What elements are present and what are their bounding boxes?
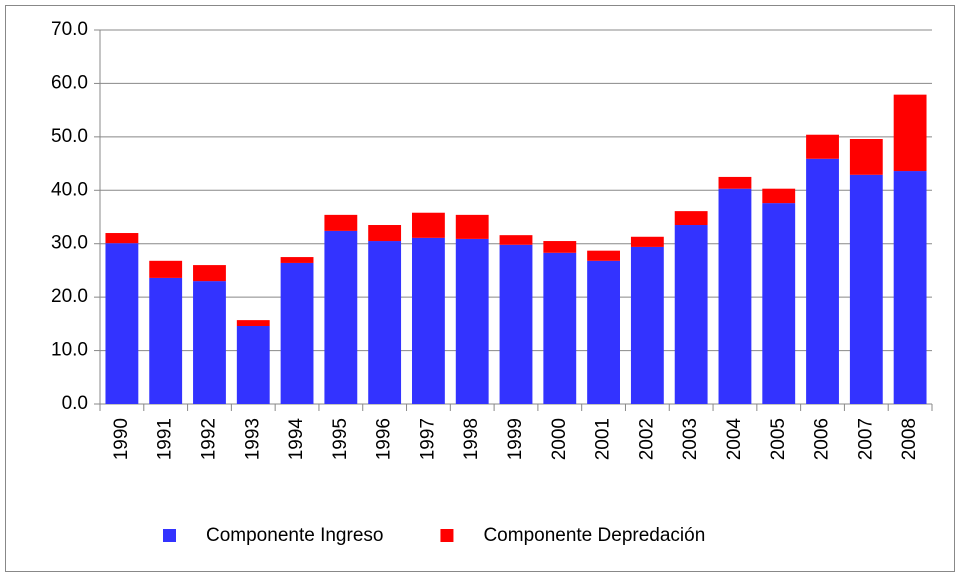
bar-segment bbox=[587, 250, 620, 261]
bar-segment bbox=[630, 246, 664, 404]
x-tick-label: 2001 bbox=[593, 418, 614, 460]
y-tick-label: 20.0 bbox=[51, 286, 88, 307]
bar-segment bbox=[718, 188, 752, 404]
bar-segment bbox=[499, 235, 533, 245]
x-tick-label: 2005 bbox=[768, 418, 789, 460]
bar-segment bbox=[149, 260, 183, 278]
y-tick-label: 40.0 bbox=[51, 179, 88, 200]
y-tick-label: 70.0 bbox=[51, 19, 88, 40]
x-tick-label: 2004 bbox=[724, 418, 745, 461]
bar-segment bbox=[280, 262, 314, 404]
bar-segment bbox=[455, 238, 489, 404]
bar-segment bbox=[280, 257, 314, 263]
y-tick-label: 30.0 bbox=[51, 233, 88, 254]
y-tick-label: 0.0 bbox=[62, 393, 88, 414]
bar-segment bbox=[236, 325, 270, 404]
bar-segment bbox=[893, 94, 927, 172]
y-tick-label: 60.0 bbox=[51, 72, 88, 93]
bar-segment bbox=[412, 212, 445, 238]
bar-segment bbox=[806, 158, 839, 404]
x-tick-label: 1995 bbox=[330, 418, 351, 460]
bar-segment bbox=[762, 203, 796, 404]
x-tick-label: 1997 bbox=[417, 418, 438, 460]
bar-segment bbox=[455, 214, 489, 239]
bar-segment bbox=[674, 211, 708, 226]
bar-segment bbox=[193, 281, 226, 404]
legend-swatch bbox=[440, 529, 454, 542]
bar-segment bbox=[718, 176, 752, 189]
bar-segment bbox=[149, 277, 183, 404]
bar-segment bbox=[762, 188, 796, 204]
bar-segment bbox=[499, 244, 533, 404]
bar-segment bbox=[587, 260, 620, 404]
bar-segment bbox=[368, 241, 402, 404]
x-tick-label: 1999 bbox=[505, 418, 526, 460]
x-tick-label: 2006 bbox=[812, 418, 833, 460]
bar-segment bbox=[674, 225, 708, 404]
bar-segment bbox=[193, 265, 226, 282]
bar-segment bbox=[893, 171, 927, 404]
x-tick-label: 2003 bbox=[680, 418, 701, 460]
y-tick-label: 10.0 bbox=[51, 340, 88, 361]
bar-segment bbox=[105, 233, 139, 244]
x-tick-label: 1990 bbox=[111, 418, 132, 460]
x-tick-label: 1996 bbox=[374, 418, 395, 460]
x-tick-label: 1992 bbox=[198, 418, 219, 460]
x-tick-label: 2002 bbox=[636, 418, 657, 460]
legend-label: Componente Ingreso bbox=[206, 525, 383, 546]
bar-segment bbox=[324, 230, 358, 404]
bar-segment bbox=[368, 225, 402, 242]
bar-segment bbox=[849, 138, 883, 175]
bar-segment bbox=[849, 174, 883, 404]
x-tick-label: 2007 bbox=[855, 418, 876, 460]
bar-segment bbox=[236, 320, 270, 326]
legend-label: Componente Depredación bbox=[483, 525, 705, 546]
bar-segment bbox=[806, 134, 839, 159]
legend-swatch bbox=[163, 529, 176, 542]
x-tick-label: 2008 bbox=[899, 418, 920, 460]
bar-segment bbox=[630, 236, 664, 247]
bar-segment bbox=[543, 241, 577, 253]
x-tick-label: 1994 bbox=[286, 418, 307, 461]
bar-segment bbox=[105, 243, 139, 404]
x-tick-label: 2000 bbox=[549, 418, 570, 460]
x-tick-label: 1998 bbox=[461, 418, 482, 460]
y-tick-label: 50.0 bbox=[51, 126, 88, 147]
bar-segment bbox=[543, 252, 577, 404]
bar-segment bbox=[324, 214, 358, 231]
x-tick-label: 1991 bbox=[155, 418, 176, 460]
bar-segment bbox=[412, 237, 445, 404]
x-tick-label: 1993 bbox=[242, 418, 263, 460]
